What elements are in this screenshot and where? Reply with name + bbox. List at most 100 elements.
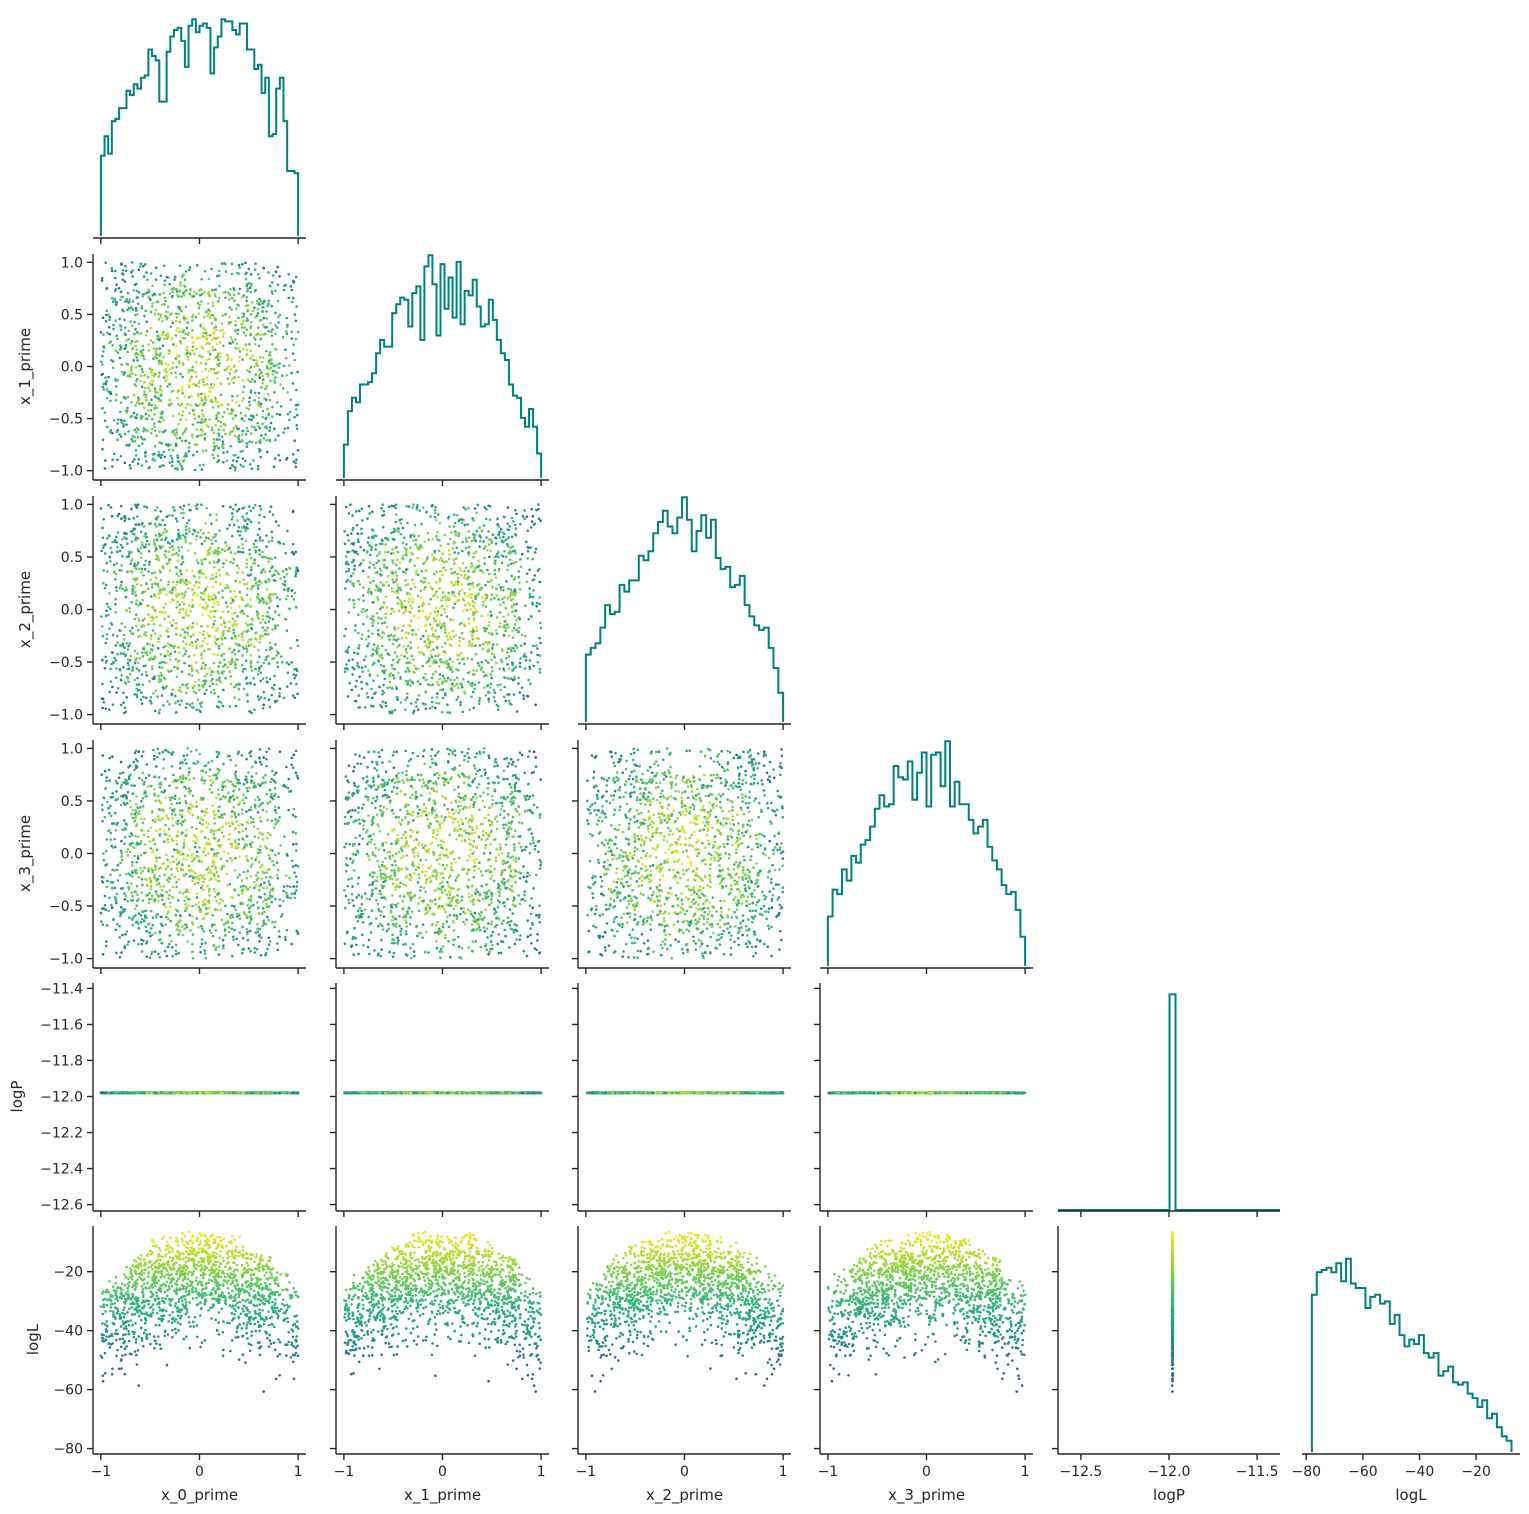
scatter-point xyxy=(114,288,118,291)
scatter-point xyxy=(175,294,179,297)
scatter-point xyxy=(296,644,300,647)
scatter-point xyxy=(121,538,124,541)
scatter-point xyxy=(358,706,362,709)
scatter-point xyxy=(295,388,298,392)
scatter-point xyxy=(254,581,258,584)
scatter-point xyxy=(222,665,225,668)
scatter-point xyxy=(122,691,125,695)
scatter-point xyxy=(248,396,251,400)
y-tick-label: −1.0 xyxy=(49,708,83,724)
scatter-point xyxy=(378,634,381,637)
scatter-point xyxy=(257,273,260,276)
scatter-point xyxy=(486,568,489,572)
scatter-point xyxy=(181,431,185,435)
scatter-point xyxy=(389,612,393,615)
scatter-point xyxy=(178,307,181,311)
scatter-point xyxy=(498,625,501,628)
scatter-point xyxy=(177,422,180,426)
scatter-point xyxy=(360,527,363,531)
scatter-point xyxy=(216,460,219,464)
scatter-point xyxy=(222,688,225,692)
scatter-point xyxy=(150,305,154,308)
scatter-point xyxy=(493,656,496,659)
scatter-point xyxy=(244,414,247,417)
scatter-point xyxy=(263,696,267,700)
scatter-point xyxy=(191,365,195,369)
scatter-point xyxy=(237,550,240,554)
scatter-point xyxy=(482,626,486,630)
scatter-point xyxy=(409,654,413,658)
scatter-point xyxy=(287,273,291,276)
scatter-point xyxy=(265,349,268,353)
scatter-point xyxy=(113,578,117,581)
scatter-point xyxy=(294,319,298,323)
scatter-point xyxy=(294,461,297,465)
scatter-point xyxy=(180,439,184,443)
scatter-point xyxy=(237,687,241,691)
scatter-point xyxy=(252,414,255,418)
scatter-point xyxy=(99,331,103,334)
scatter-point xyxy=(125,300,128,303)
scatter-point xyxy=(145,539,149,543)
scatter-point xyxy=(228,315,231,319)
scatter-point xyxy=(221,443,224,446)
scatter-point xyxy=(291,813,295,817)
scatter-point xyxy=(236,658,239,661)
scatter-point xyxy=(153,582,157,585)
scatter-point xyxy=(202,930,205,933)
scatter-point xyxy=(248,623,251,626)
scatter-point xyxy=(498,667,501,671)
scatter-point xyxy=(397,591,400,595)
scatter-point xyxy=(174,371,177,375)
scatter-point xyxy=(234,663,237,666)
scatter-point xyxy=(387,634,390,638)
scatter-point xyxy=(104,319,108,323)
scatter-point xyxy=(275,654,278,657)
scatter-point xyxy=(523,517,526,520)
scatter-point xyxy=(178,462,182,466)
scatter-point xyxy=(344,627,348,631)
scatter-point xyxy=(181,578,184,582)
scatter-point xyxy=(213,565,216,569)
scatter-point xyxy=(223,621,226,625)
scatter-point xyxy=(179,690,183,694)
scatter-point xyxy=(150,383,154,387)
scatter-point xyxy=(246,517,250,521)
scatter-point xyxy=(294,749,298,753)
scatter-point xyxy=(238,644,241,647)
scatter-point xyxy=(254,441,258,445)
scatter-point xyxy=(424,560,427,563)
scatter-point xyxy=(353,550,356,553)
scatter-point xyxy=(490,598,493,601)
scatter-point xyxy=(200,667,203,670)
scatter-point xyxy=(496,643,499,646)
scatter-point xyxy=(253,504,257,507)
scatter-point xyxy=(165,275,169,279)
scatter-point xyxy=(217,672,220,675)
scatter-point xyxy=(188,266,192,269)
scatter-point xyxy=(510,535,514,539)
scatter-point xyxy=(155,434,159,438)
scatter-point xyxy=(131,792,135,795)
scatter-point xyxy=(416,708,420,711)
scatter-point xyxy=(467,617,471,621)
scatter-point xyxy=(404,609,408,613)
scatter-point xyxy=(180,372,183,376)
scatter-point xyxy=(265,676,268,679)
scatter-point xyxy=(456,572,459,576)
scatter-point xyxy=(137,523,141,526)
scatter-point xyxy=(165,515,169,518)
scatter-point xyxy=(181,410,185,413)
scatter-point xyxy=(502,535,505,539)
scatter-point xyxy=(241,951,244,955)
scatter-point xyxy=(447,549,451,552)
scatter-point xyxy=(108,591,111,595)
scatter-point xyxy=(286,786,290,790)
scatter-point xyxy=(261,409,265,413)
scatter-point xyxy=(267,606,271,609)
scatter-point xyxy=(135,795,138,798)
scatter-point xyxy=(175,605,179,609)
scatter-point xyxy=(246,429,250,433)
scatter-point xyxy=(446,703,449,706)
scatter-point xyxy=(103,467,107,470)
